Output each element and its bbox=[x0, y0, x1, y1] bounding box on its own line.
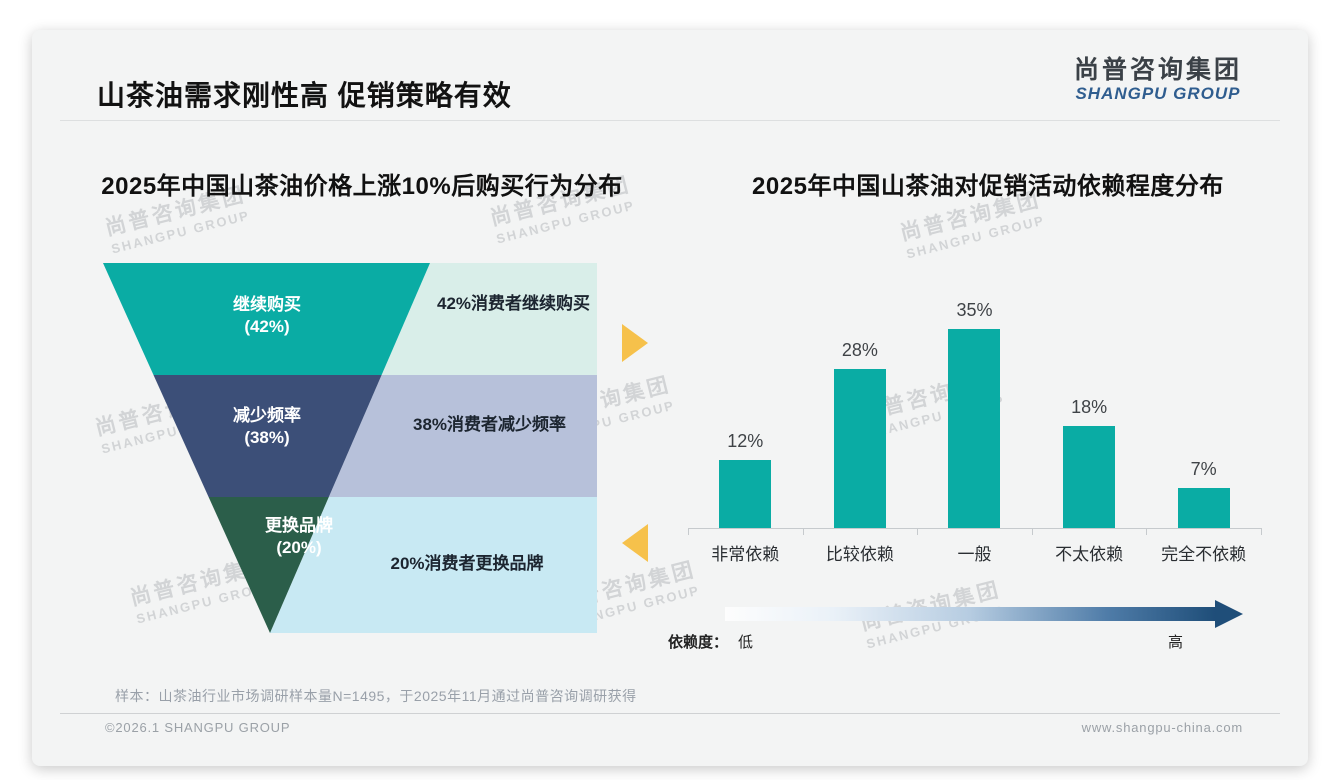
bar-chart-categories: 非常依赖 比较依赖 一般 不太依赖 完全不依赖 bbox=[688, 540, 1261, 565]
bar-value-label: 12% bbox=[727, 431, 764, 451]
bar-category-label: 不太依赖 bbox=[1055, 545, 1124, 564]
logo-chinese-text: 尚普咨询集团 bbox=[1073, 56, 1242, 84]
bar-chart-title: 2025年中国山茶油对促销活动依赖程度分布 bbox=[752, 173, 1224, 200]
dependency-gradient-bar bbox=[725, 607, 1215, 621]
bar-column: 35% bbox=[917, 300, 1032, 528]
funnel-stage-2-name: 减少频率 bbox=[233, 406, 301, 425]
bar-column: 12% bbox=[688, 300, 803, 528]
logo-english-text: SHANGPU GROUP bbox=[1075, 84, 1241, 103]
bar-category-label: 完全不依赖 bbox=[1161, 545, 1247, 564]
dependency-axis-label: 依赖度： bbox=[668, 634, 729, 651]
bar bbox=[1063, 426, 1116, 528]
funnel-note-panel-3 bbox=[270, 497, 597, 633]
funnel-stage-1-name: 继续购买 bbox=[233, 295, 301, 314]
watermark-en: SHANGPU GROUP bbox=[904, 212, 1047, 262]
header-divider bbox=[60, 120, 1280, 121]
funnel-stage-3-pct: (20%) bbox=[276, 538, 322, 557]
company-logo: 尚普咨询集团 SHANGPU GROUP bbox=[1074, 56, 1242, 104]
bar bbox=[719, 460, 772, 528]
bar-category-label: 非常依赖 bbox=[711, 545, 780, 564]
dependency-low-label: 低 bbox=[738, 634, 754, 651]
funnel-stage-2-pct: (38%) bbox=[244, 428, 290, 447]
watermark-cn: 尚普咨询集团 bbox=[857, 573, 1004, 637]
dependency-high-label: 高 bbox=[1168, 634, 1184, 651]
bar-value-label: 7% bbox=[1190, 459, 1217, 479]
axis-tick bbox=[688, 528, 689, 535]
funnel-stage-1-pct: (42%) bbox=[244, 317, 290, 336]
page-title: 山茶油需求刚性高 促销策略有效 bbox=[97, 80, 512, 111]
bar-value-label: 18% bbox=[1071, 397, 1108, 417]
bar bbox=[833, 369, 886, 528]
bar-column: 28% bbox=[803, 300, 918, 528]
funnel-chart bbox=[103, 263, 597, 633]
arrow-left-icon bbox=[622, 524, 648, 562]
arrow-right-icon bbox=[622, 324, 648, 362]
axis-tick bbox=[917, 528, 918, 535]
footer-divider bbox=[60, 713, 1280, 714]
funnel-note-panel-2 bbox=[328, 375, 597, 497]
footer-copyright: ©2026.1 SHANGPU GROUP bbox=[105, 720, 291, 735]
axis-tick bbox=[803, 528, 804, 535]
bar-category-label: 比较依赖 bbox=[825, 545, 894, 564]
funnel-stage-3-label: 更换品牌 (20%) bbox=[219, 515, 379, 559]
bar-column: 18% bbox=[1032, 300, 1147, 528]
bar bbox=[1177, 488, 1230, 528]
funnel-note-3: 20%消费者更换品牌 bbox=[390, 554, 544, 573]
bar-value-label: 28% bbox=[841, 340, 878, 360]
bar-column: 7% bbox=[1146, 300, 1261, 528]
funnel-stage-reduce bbox=[153, 375, 382, 497]
bar bbox=[948, 329, 1001, 528]
funnel-note-panel-1 bbox=[381, 263, 597, 375]
funnel-note-1: 42%消费者继续购买 bbox=[436, 294, 591, 313]
bar-chart-columns: 12% 28% 35% 18% 7% bbox=[688, 300, 1261, 528]
axis-line bbox=[688, 528, 1262, 529]
bar-category-label: 一般 bbox=[957, 545, 992, 564]
funnel-chart-title: 2025年中国山茶油价格上涨10%后购买行为分布 bbox=[101, 173, 623, 200]
funnel-stage-switch bbox=[208, 497, 329, 633]
sample-note: 样本：山茶油行业市场调研样本量N=1495，于2025年11月通过尚普咨询调研获… bbox=[115, 688, 637, 704]
footer-website: www.shangpu-china.com bbox=[1081, 720, 1243, 735]
bar-value-label: 35% bbox=[956, 300, 993, 320]
axis-tick bbox=[1032, 528, 1033, 535]
axis-tick bbox=[1261, 528, 1262, 535]
funnel-stage-continue bbox=[103, 263, 430, 375]
dependency-arrowhead-icon bbox=[1215, 600, 1243, 628]
funnel-note-2: 38%消费者减少频率 bbox=[412, 415, 567, 434]
funnel-stage-2-label: 减少频率 (38%) bbox=[187, 405, 347, 449]
slide-card: 山茶油需求刚性高 促销策略有效 尚普咨询集团 SHANGPU GROUP 202… bbox=[32, 30, 1308, 766]
funnel-stage-3-name: 更换品牌 bbox=[265, 516, 333, 535]
axis-tick bbox=[1146, 528, 1147, 535]
funnel-stage-1-label: 继续购买 (42%) bbox=[187, 294, 347, 338]
bar-chart-axis bbox=[688, 528, 1262, 535]
